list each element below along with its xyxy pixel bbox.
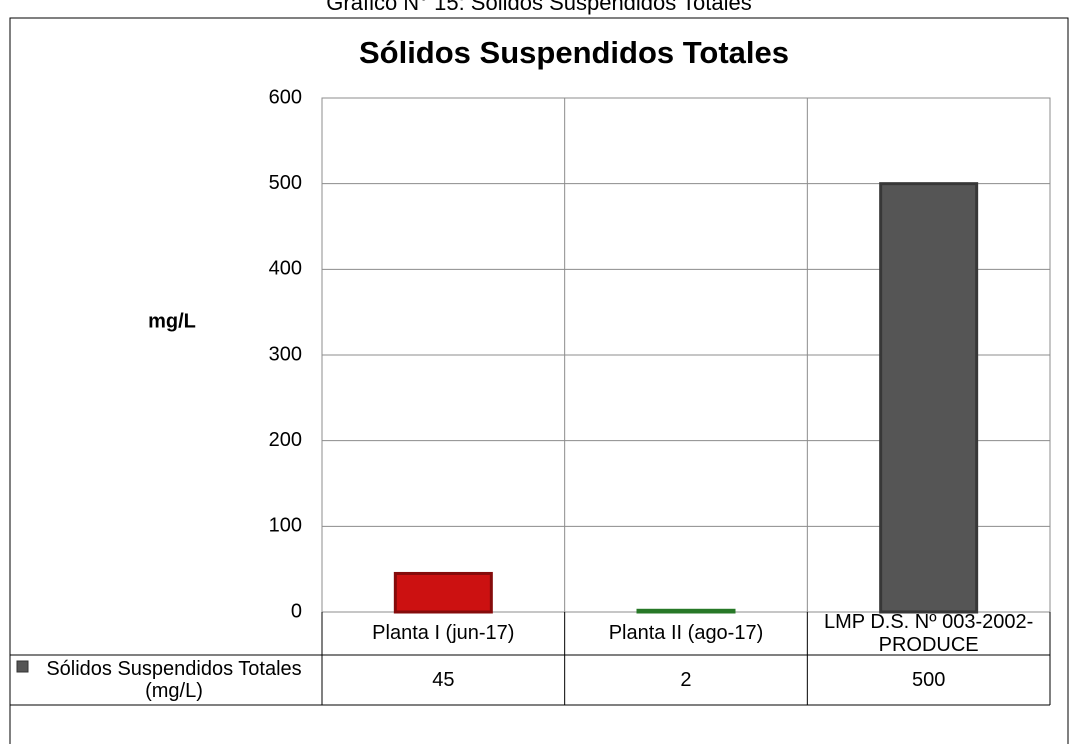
legend-key — [16, 660, 29, 673]
y-tick-label: 200 — [269, 429, 302, 451]
y-tick-label: 100 — [269, 515, 302, 537]
bar — [636, 608, 736, 614]
y-tick-label: 500 — [269, 172, 302, 194]
data-table-value: 2 — [680, 668, 692, 691]
figure-caption: Gráfico N° 15: Sólidos Suspendidos Total… — [326, 0, 751, 15]
chart-title: Sólidos Suspendidos Totales — [359, 35, 789, 70]
data-table-value: 45 — [432, 668, 455, 691]
bar — [879, 182, 979, 614]
data-table-value: 500 — [911, 668, 946, 691]
legend-label: Sólidos Suspendidos Totales (mg/L) — [46, 658, 302, 702]
y-tick-label: 600 — [269, 86, 302, 108]
x-tick-label: LMP D.S. Nº 003-2002-PRODUCE — [824, 610, 1034, 656]
y-tick-label: 400 — [269, 258, 302, 280]
y-tick-label: 0 — [291, 600, 302, 622]
bar — [393, 571, 493, 614]
y-tick-label: 300 — [269, 343, 302, 365]
y-axis-label: mg/L — [148, 310, 196, 332]
x-tick-label: Planta II (ago-17) — [608, 622, 764, 644]
x-tick-label: Planta I (jun-17) — [372, 622, 515, 644]
